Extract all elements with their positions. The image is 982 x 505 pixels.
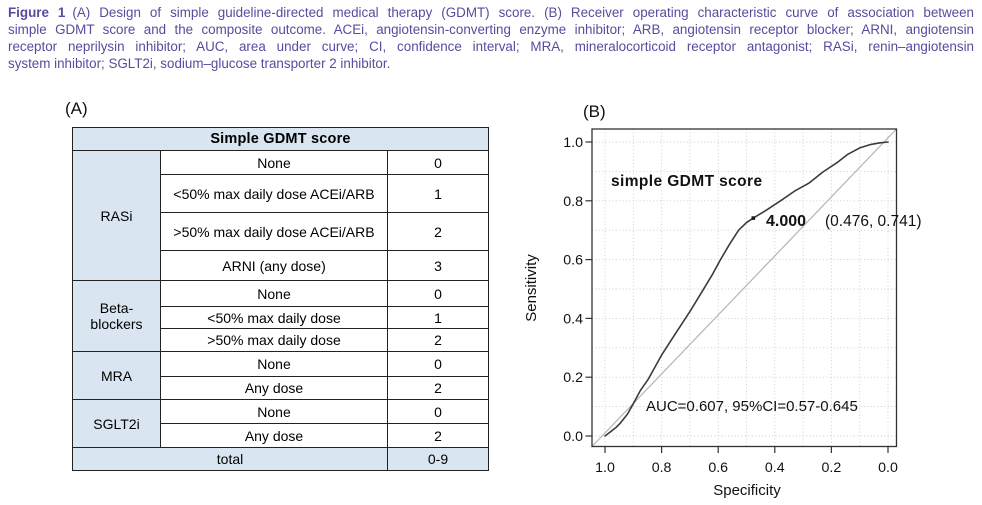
x-tick-label: 0.0 [878,460,898,476]
dose-cell: <50% max daily dose [160,306,388,329]
y-tick-label: 0.8 [563,194,583,210]
x-tick-label: 0.8 [652,460,672,476]
threshold-point-marker [751,216,756,220]
dose-cell: None [160,351,388,377]
score-cell: 1 [386,174,490,213]
dose-cell: None [160,399,388,424]
score-cell: 1 [386,306,490,329]
reference-diagonal [591,128,897,447]
dose-cell: <50% max daily dose ACEi/ARB [160,174,388,213]
x-axis-label: Specificity [713,482,781,499]
drug-class-cell: Beta-blockers [72,280,161,352]
roc-curve [604,141,889,437]
x-tick-label: 0.2 [822,460,842,476]
y-tick-label: 0.4 [563,311,583,327]
dose-cell: None [160,150,388,175]
x-tick-label: 0.6 [708,460,728,476]
table-row: ARNI (any dose) 3 [73,250,490,281]
table-row: Any dose 2 [73,423,490,448]
caption-line: Figure 1 (A) Design of simple guideline-d… [8,5,974,22]
axis-ticks [585,141,889,453]
figure-number-label: Figure 1 [8,5,66,20]
drug-class-cell: SGLT2i [72,399,161,448]
x-tick-label: 0.4 [765,460,785,476]
y-axis-label: Sensitivity [523,254,540,322]
y-tick-label: 0.6 [563,253,583,269]
threshold-value-label: 4.000 [766,213,806,230]
caption-text: (A) Design of simple guideline-directed … [72,5,974,20]
gdmt-score-table: Simple GDMT score RASi None 0 <50% max dail… [71,127,490,471]
table-row: Any dose 2 [73,376,490,400]
dose-cell: None [160,280,388,307]
dose-cell: >50% max daily dose [160,328,388,352]
score-cell: 2 [386,423,490,448]
y-tick-label: 1.0 [563,135,583,151]
dose-cell: Any dose [160,423,388,448]
panel-b-label: (B) [583,102,606,121]
dose-cell: ARNI (any dose) [160,250,388,281]
plot-frame [591,128,898,448]
threshold-coords-label: (0.476, 0.741) [825,213,922,230]
caption-line: receptor neprilysin inhibitor; AUC, area… [8,38,974,54]
table-row: >50% max daily dose ACEi/ARB 2 [73,212,490,251]
drug-class-cell: RASi [72,150,161,281]
score-cell: 0 [386,280,490,307]
score-cell: 2 [386,212,490,251]
drug-class-cell: MRA [72,351,161,400]
table-row: <50% max daily dose ACEi/ARB 1 [73,174,490,213]
y-tick-label: 0.2 [563,370,583,386]
roc-inner-title: simple GDMT score [611,173,763,190]
roc-plot: (B) 1.0 0.8 0.6 0.4 0.2 0.00.00.20.40.60.81.0… [523,102,922,499]
panel-a-label: (A) [65,99,88,118]
score-cell: 0 [386,150,490,175]
y-tick-label: 0.0 [563,429,583,445]
table-row: RASi None 0 [72,150,490,281]
table-title: Simple GDMT score [71,127,490,151]
dose-cell: Any dose [160,376,388,400]
caption-line: system inhibitor; SGLT2i, sodium–glucose… [8,55,391,71]
score-cell: 2 [386,376,490,400]
score-cell: 0 [386,399,490,424]
total-value-cell: 0-9 [386,447,490,471]
score-cell: 2 [386,328,490,352]
table-title-row: Simple GDMT score [71,127,490,151]
score-cell: 0 [386,351,490,377]
total-row: total 0-9 [72,447,490,471]
caption-line: simple GDMT score and the composite outc… [8,21,974,37]
auc-annotation: AUC=0.607, 95%CI=0.57-0.645 [646,398,858,415]
table-row: Beta-blockers None 0 [72,280,490,352]
table-row: MRA None 0 [72,351,490,400]
table-row: >50% max daily dose 2 [73,328,490,352]
figure-caption: Figure 1 (A) Design of simple guideline-d… [8,5,974,73]
table-row: SGLT2i None 0 [72,399,490,448]
total-label-cell: total [72,447,388,471]
score-cell: 3 [386,250,490,281]
table-row: <50% max daily dose 1 [73,306,490,329]
axis-tick-labels: 1.0 0.8 0.6 0.4 0.2 0.0 0.0 0.2 0.4 0.6 0.8 1.0 [563,135,898,476]
x-tick-label: 1.0 [595,460,615,476]
dose-cell: >50% max daily dose ACEi/ARB [160,212,388,251]
